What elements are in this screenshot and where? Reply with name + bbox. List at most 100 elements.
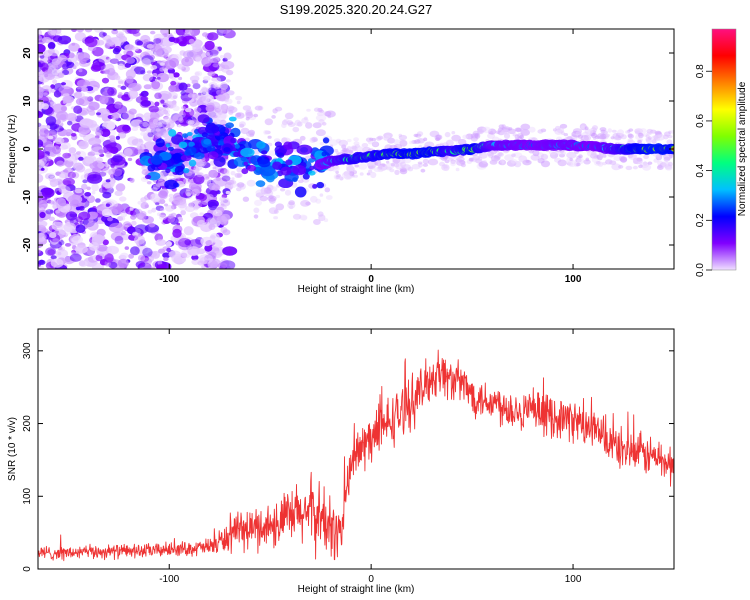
- spectrogram-cell: [144, 204, 149, 208]
- spectrogram-cell: [63, 100, 67, 104]
- spectrogram-cell: [138, 120, 143, 125]
- spectrogram-cell: [109, 58, 119, 64]
- spectrogram-cell: [176, 36, 188, 45]
- spectrogram-cell: [585, 157, 590, 162]
- spectrogram-cell: [349, 171, 355, 177]
- spectrogram-cell: [120, 112, 129, 120]
- spectrogram-cell: [77, 79, 91, 88]
- spectrogram-cell: [177, 63, 185, 70]
- spectrogram-cell: [168, 129, 177, 137]
- spectrogram-cell: [104, 183, 114, 190]
- spectrogram-cell: [51, 221, 64, 231]
- spectrogram-cell: [196, 219, 206, 227]
- spectrogram-cell: [451, 131, 456, 135]
- spectrogram-cell: [236, 167, 243, 173]
- spectrogram-cell: [128, 89, 139, 99]
- spectrogram-cell: [651, 139, 657, 145]
- spectrogram-cell: [74, 31, 86, 42]
- spectrogram-cell: [204, 178, 212, 186]
- spectrogram-cell: [246, 164, 257, 172]
- spectrogram-cell: [447, 157, 453, 162]
- spectrogram-cell: [204, 244, 213, 252]
- spectrogram-cell: [299, 135, 306, 141]
- spectrogram-cell: [191, 188, 201, 197]
- spectrogram-cell: [206, 145, 216, 152]
- colorbar-label: Normalized spectral amplitude: [737, 81, 748, 216]
- spectrogram-cell: [41, 187, 55, 198]
- spectrogram-cell: [150, 65, 158, 70]
- spectrogram-cell: [186, 192, 191, 197]
- spectrogram-cell: [500, 129, 510, 136]
- spectrogram-cell: [65, 243, 71, 247]
- spectrogram-cell: [38, 122, 42, 127]
- spectrogram-cell: [50, 255, 57, 260]
- spectrogram-cell: [207, 71, 216, 77]
- spectrogram-cell: [159, 207, 165, 212]
- spectrogram-cell: [57, 128, 68, 137]
- spectrogram-cell: [253, 207, 260, 214]
- spectrogram-cell: [482, 160, 487, 164]
- spectrogram-cell: [192, 83, 201, 90]
- spectrogram-cell: [184, 29, 193, 34]
- spectrogram-cell: [185, 146, 197, 155]
- spectrogram-cell: [353, 141, 360, 146]
- spectrogram-cell: [212, 166, 217, 170]
- spectrogram-cell: [47, 29, 57, 36]
- spectrogram-cell: [38, 149, 45, 160]
- spectrogram-cell: [591, 132, 598, 139]
- colorbar-tick-label: 0.2: [695, 213, 706, 227]
- spectrogram-cell: [294, 119, 301, 127]
- spectrogram-cell: [79, 220, 84, 225]
- spectrogram-cell: [88, 137, 102, 146]
- spectrogram-cell: [96, 244, 108, 252]
- spectrogram-cell: [557, 159, 567, 167]
- spectrogram-cell: [49, 232, 57, 239]
- spectrogram-cell: [107, 217, 113, 222]
- spectrogram-cell: [637, 140, 642, 144]
- spectrogram-cell: [223, 52, 232, 60]
- spectrogram-cell: [109, 135, 116, 140]
- spectrogram-cell: [104, 253, 114, 263]
- spectrogram-cell: [168, 85, 176, 93]
- spectrogram-cell: [217, 262, 228, 269]
- spectrogram-cell: [413, 133, 419, 138]
- spectrogram-cell: [55, 197, 67, 208]
- spectrogram-cell: [93, 234, 105, 244]
- spectrogram-cell: [228, 179, 237, 185]
- spectrogram-cell: [44, 155, 52, 162]
- spectrogram-cell: [58, 85, 72, 95]
- spectrogram-cell: [532, 149, 540, 157]
- spectrogram-cell: [227, 106, 238, 113]
- spectrogram-cell: [172, 95, 178, 99]
- figure-title: S199.2025.320.20.24.G27: [280, 2, 433, 17]
- spectrogram-cell: [51, 145, 62, 155]
- spectrogram-cell: [38, 60, 45, 68]
- spectrogram-cell: [141, 57, 151, 67]
- spectrogram-cell: [409, 140, 414, 145]
- spectrogram-cell: [638, 132, 644, 139]
- spectrogram-cell: [88, 101, 100, 111]
- spectrogram-cell: [220, 82, 228, 90]
- spectrogram-cell: [632, 165, 638, 170]
- spectrogram-cell: [237, 182, 245, 188]
- spectrogram-cell: [38, 200, 48, 210]
- spectrogram-cell: [451, 134, 461, 142]
- spectrogram-cell: [140, 262, 144, 267]
- spectrogram-cell: [244, 137, 250, 142]
- spectrogram-cell: [450, 160, 456, 167]
- spectrogram-cell: [74, 245, 88, 254]
- spectrogram-cell: [599, 127, 607, 132]
- spectrogram-cell: [192, 44, 202, 52]
- spectrogram-cell: [400, 161, 406, 168]
- spectrogram-cell: [444, 131, 451, 138]
- spectrogram-cell: [445, 139, 454, 147]
- spectrogram-cell: [150, 123, 157, 129]
- spectrogram-cell: [422, 163, 429, 167]
- spectrogram-cell: [235, 95, 243, 101]
- spectrogram-cell: [643, 154, 649, 160]
- spectrogram-cell: [234, 172, 243, 178]
- spectrogram-cell: [460, 163, 466, 168]
- spectrogram-cell: [71, 172, 80, 179]
- spectrogram-cell: [57, 72, 65, 78]
- spectrogram-cell: [137, 200, 142, 205]
